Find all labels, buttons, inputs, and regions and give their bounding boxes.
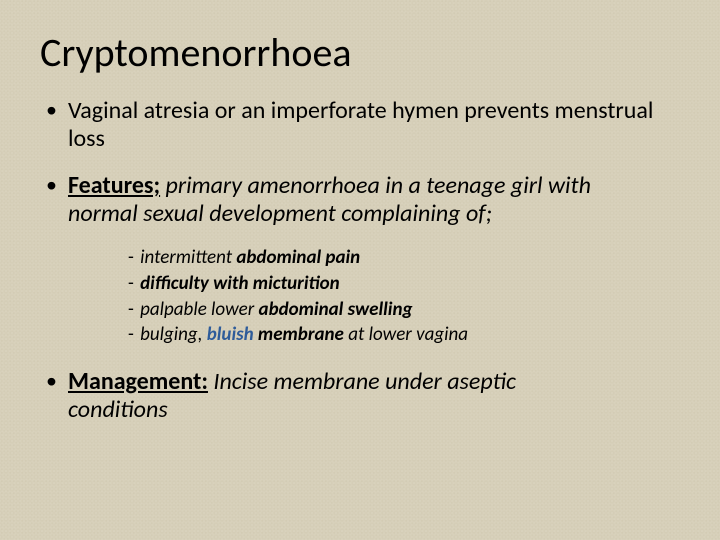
features-text-line2: normal sexual development complaining of…: [68, 199, 492, 228]
bullet-item-definition: Vaginal atresia or an imperforate hymen …: [40, 97, 680, 152]
features-sublist: - intermittent abdominal pain - difficul…: [128, 245, 680, 348]
sub-text: bulging,: [140, 323, 207, 346]
dash-icon: -: [128, 246, 136, 269]
sub-item-2: - difficulty with micturition: [128, 271, 680, 297]
sub-text-bluish: bluish: [207, 323, 254, 346]
sub-item-4: - bulging, bluish membrane at lower vagi…: [128, 322, 680, 348]
bullet-item-management: Management: Incise membrane under asepti…: [40, 368, 680, 423]
slide-title: Cryptomenorrhoea: [40, 28, 680, 77]
sub-item-3: - palpable lower abdominal swelling: [128, 297, 680, 323]
features-label: Features;: [68, 171, 160, 200]
features-text-line1: primary amenorrhoea in a teenage girl wi…: [160, 171, 591, 200]
sub-text-bold: abdominal swelling: [259, 298, 413, 321]
dash-icon: -: [128, 298, 136, 321]
sub-text: intermittent: [140, 246, 236, 269]
management-label: Management:: [68, 367, 208, 396]
sub-text-bold: abdominal pain: [236, 246, 360, 269]
bullet-text: Vaginal atresia or an imperforate hymen …: [68, 96, 653, 153]
management-text-line2: conditions: [68, 395, 168, 424]
bullet-item-features: Features; primary amenorrhoea in a teena…: [40, 172, 680, 348]
management-text-line1: Incise membrane under aseptic: [208, 367, 516, 396]
sub-text-bold: difficulty with micturition: [140, 272, 340, 295]
slide: Cryptomenorrhoea Vaginal atresia or an i…: [0, 0, 720, 540]
sub-text-bold: membrane: [254, 323, 349, 346]
bullet-list: Vaginal atresia or an imperforate hymen …: [40, 97, 680, 423]
sub-text: at lower vagina: [348, 323, 468, 346]
dash-icon: -: [128, 272, 136, 295]
sub-item-1: - intermittent abdominal pain: [128, 245, 680, 271]
dash-icon: -: [128, 323, 136, 346]
sub-text: palpable lower: [140, 298, 258, 321]
